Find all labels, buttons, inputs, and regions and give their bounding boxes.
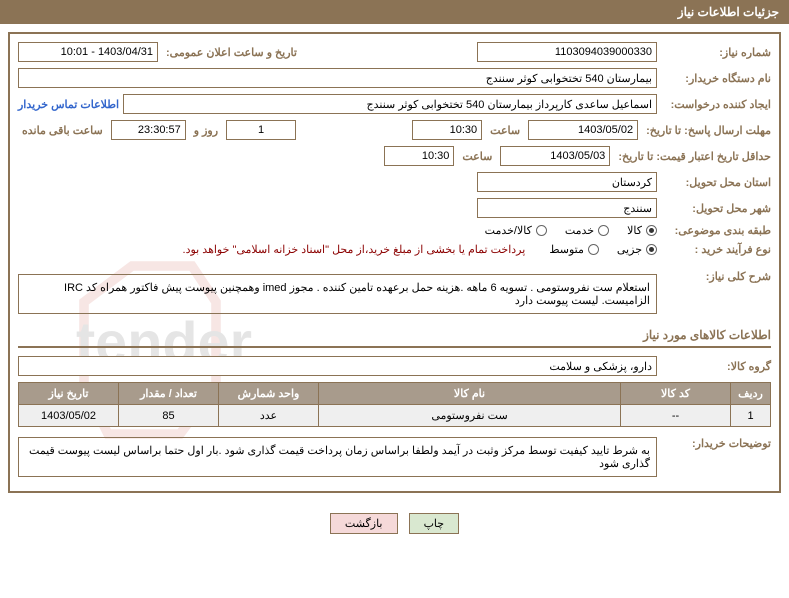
deadline-label: مهلت ارسال پاسخ: تا تاریخ: xyxy=(642,124,771,137)
th-row: ردیف xyxy=(731,383,771,405)
days-and-label: روز و xyxy=(190,124,222,137)
announce-datetime-field: 1403/04/31 - 10:01 xyxy=(18,42,158,62)
th-unit: واحد شمارش xyxy=(219,383,319,405)
summary-label: شرح کلی نیاز: xyxy=(661,270,771,283)
contact-link[interactable]: اطلاعات تماس خریدار xyxy=(18,98,119,111)
radio-dot-icon xyxy=(588,244,599,255)
hour-label-1: ساعت xyxy=(486,124,524,137)
cell-unit: عدد xyxy=(219,405,319,427)
cell-name: ست نفروستومی xyxy=(319,405,621,427)
validity-time-field: 10:30 xyxy=(384,146,454,166)
radio-goods-service-label: کالا/خدمت xyxy=(485,224,532,237)
radio-goods-label: کالا xyxy=(627,224,642,237)
category-radio-group: کالا خدمت کالا/خدمت xyxy=(485,224,657,237)
days-count-field: 1 xyxy=(226,120,296,140)
summary-box: استعلام ست نفروستومی . تسویه 6 ماهه .هزی… xyxy=(18,274,657,314)
city-label: شهر محل تحویل: xyxy=(661,202,771,215)
cell-date: 1403/05/02 xyxy=(19,405,119,427)
radio-small[interactable]: جزیی xyxy=(617,243,657,256)
process-label: نوع فرآیند خرید : xyxy=(661,243,771,256)
cell-qty: 85 xyxy=(119,405,219,427)
th-qty: تعداد / مقدار xyxy=(119,383,219,405)
goods-group-label: گروه کالا: xyxy=(661,360,771,373)
deadline-date-field: 1403/05/02 xyxy=(528,120,638,140)
creator-name-field: اسماعیل ساعدی کارپرداز بیمارستان 540 تخت… xyxy=(123,94,657,114)
page-title: جزئیات اطلاعات نیاز xyxy=(0,0,789,24)
radio-dot-icon xyxy=(536,225,547,236)
need-number-label: شماره نیاز: xyxy=(661,46,771,59)
buyer-notes-label: توضیحات خریدار: xyxy=(661,437,771,450)
province-label: استان محل تحویل: xyxy=(661,176,771,189)
buyer-notes-box: به شرط تایید کیفیت توسط مرکز وثبت در آیم… xyxy=(18,437,657,477)
need-number-field: 1103094039000330 xyxy=(477,42,657,62)
radio-dot-icon xyxy=(598,225,609,236)
cell-row: 1 xyxy=(731,405,771,427)
validity-date-field: 1403/05/03 xyxy=(500,146,610,166)
deadline-time-field: 10:30 xyxy=(412,120,482,140)
radio-medium[interactable]: متوسط xyxy=(549,243,599,256)
category-label: طبقه بندی موضوعی: xyxy=(661,224,771,237)
radio-goods-service[interactable]: کالا/خدمت xyxy=(485,224,547,237)
radio-medium-label: متوسط xyxy=(549,243,584,256)
radio-service[interactable]: خدمت xyxy=(565,224,609,237)
goods-group-field: دارو، پزشکی و سلامت xyxy=(18,356,657,376)
table-row: 1 -- ست نفروستومی عدد 85 1403/05/02 xyxy=(19,405,771,427)
cell-code: -- xyxy=(621,405,731,427)
creator-label: ایجاد کننده درخواست: xyxy=(661,98,771,111)
radio-dot-icon xyxy=(646,244,657,255)
process-radio-group: جزیی متوسط xyxy=(549,243,657,256)
goods-section-title: اطلاعات کالاهای مورد نیاز xyxy=(18,328,771,348)
buyer-name-field: بیمارستان 540 تختخوابی کوثر سنندج xyxy=(18,68,657,88)
province-field: کردستان xyxy=(477,172,657,192)
hour-label-2: ساعت xyxy=(458,150,496,163)
back-button[interactable]: بازگشت xyxy=(330,513,398,534)
radio-dot-icon xyxy=(646,225,657,236)
announce-label: تاریخ و ساعت اعلان عمومی: xyxy=(162,46,301,59)
remain-label: ساعت باقی مانده xyxy=(18,124,107,137)
payment-note: پرداخت تمام یا بخشی از مبلغ خرید،از محل … xyxy=(183,243,526,256)
radio-small-label: جزیی xyxy=(617,243,642,256)
radio-goods[interactable]: کالا xyxy=(627,224,657,237)
th-date: تاریخ نیاز xyxy=(19,383,119,405)
city-field: سنندج xyxy=(477,198,657,218)
validity-label: حداقل تاریخ اعتبار قیمت: تا تاریخ: xyxy=(614,150,771,163)
goods-table: ردیف کد کالا نام کالا واحد شمارش تعداد /… xyxy=(18,382,771,427)
th-code: کد کالا xyxy=(621,383,731,405)
print-button[interactable]: چاپ xyxy=(409,513,460,534)
buyer-label: نام دستگاه خریدار: xyxy=(661,72,771,85)
th-name: نام کالا xyxy=(319,383,621,405)
radio-service-label: خدمت xyxy=(565,224,594,237)
remain-time-field: 23:30:57 xyxy=(111,120,186,140)
